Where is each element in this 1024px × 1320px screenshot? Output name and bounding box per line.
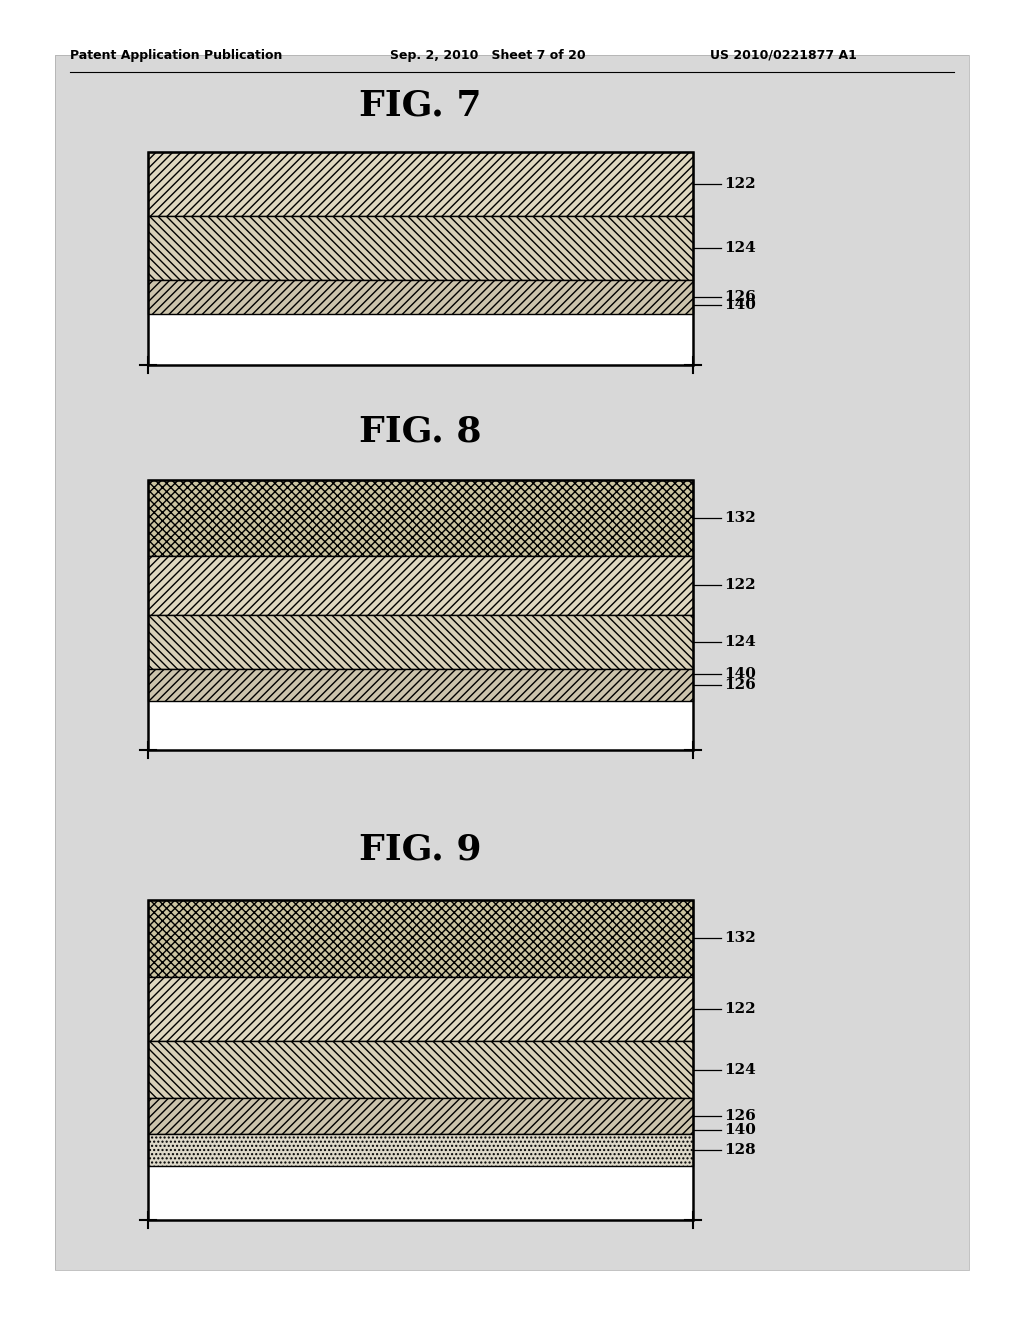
Bar [148, 669, 693, 701]
Bar [148, 556, 693, 615]
Bar [148, 615, 693, 669]
Text: US 2010/0221877 A1: US 2010/0221877 A1 [710, 49, 857, 62]
Bar [148, 480, 693, 750]
Text: 124: 124 [724, 240, 756, 255]
Text: FIG. 7: FIG. 7 [359, 88, 481, 121]
Bar [148, 900, 693, 977]
Bar [55, 55, 969, 1270]
Text: FIG. 8: FIG. 8 [359, 414, 481, 447]
Bar [148, 480, 693, 556]
Text: 122: 122 [724, 578, 756, 593]
Text: FIG. 9: FIG. 9 [359, 833, 481, 867]
Text: 122: 122 [724, 1002, 756, 1016]
Bar [148, 280, 693, 314]
Text: 128: 128 [724, 1143, 756, 1156]
Bar [148, 152, 693, 366]
Text: 126: 126 [724, 678, 756, 692]
Text: 126: 126 [724, 290, 756, 304]
Bar [148, 1134, 693, 1166]
Text: 140: 140 [724, 298, 756, 313]
Bar [148, 977, 693, 1040]
Text: 140: 140 [724, 668, 756, 681]
Text: 124: 124 [724, 1063, 756, 1077]
Bar [148, 900, 693, 1220]
Text: Sep. 2, 2010   Sheet 7 of 20: Sep. 2, 2010 Sheet 7 of 20 [390, 49, 586, 62]
Bar [148, 1040, 693, 1098]
Bar [148, 900, 693, 1220]
Text: 124: 124 [724, 635, 756, 649]
Bar [148, 152, 693, 366]
Bar [148, 480, 693, 750]
Text: 132: 132 [724, 511, 756, 525]
Bar [148, 216, 693, 280]
Text: 132: 132 [724, 932, 756, 945]
Text: 140: 140 [724, 1123, 756, 1138]
Bar [55, 55, 969, 1270]
Bar [148, 152, 693, 216]
Text: Patent Application Publication: Patent Application Publication [70, 49, 283, 62]
Bar [148, 1098, 693, 1134]
Text: 122: 122 [724, 177, 756, 191]
Text: 126: 126 [724, 1109, 756, 1123]
